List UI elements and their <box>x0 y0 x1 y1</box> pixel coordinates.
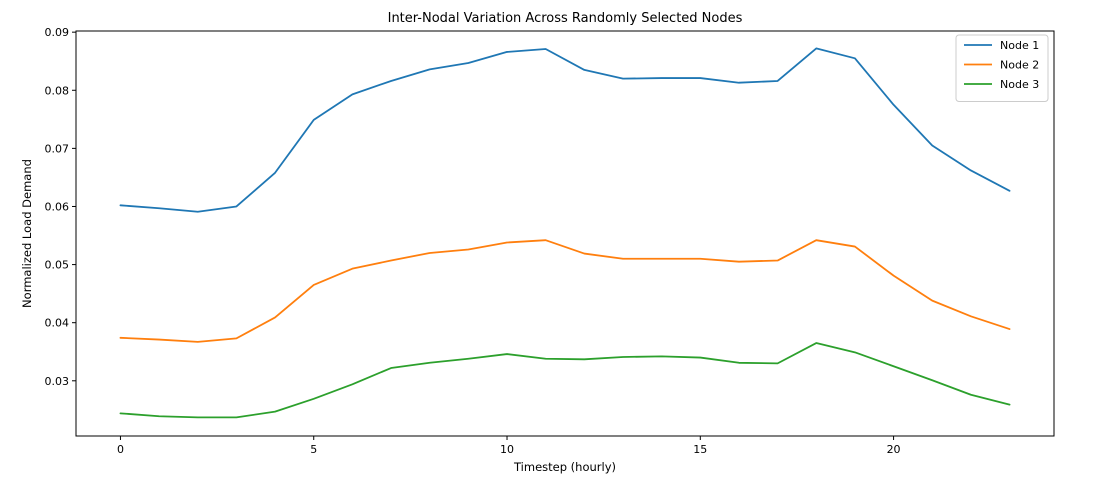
x-tick-label: 5 <box>310 443 317 456</box>
legend-label-node-2: Node 2 <box>1000 59 1039 72</box>
x-tick-label: 15 <box>693 443 707 456</box>
chart-title: Inter-Nodal Variation Across Randomly Se… <box>388 11 743 26</box>
x-tick-label: 10 <box>500 443 514 456</box>
y-tick-label: 0.04 <box>45 317 70 330</box>
y-tick-label: 0.09 <box>45 26 70 39</box>
x-tick-label: 0 <box>117 443 124 456</box>
x-axis-label: Timestep (hourly) <box>513 460 616 474</box>
x-axis-ticks: 0 5 10 15 20 <box>117 436 901 456</box>
legend-label-node-3: Node 3 <box>1000 78 1039 91</box>
series-line-node-2 <box>119 239 1011 343</box>
y-tick-label: 0.03 <box>45 375 70 388</box>
legend: Node 1 Node 2 Node 3 <box>955 34 1049 102</box>
legend-label-node-1: Node 1 <box>1000 39 1039 52</box>
y-axis-ticks: 0.03 0.04 0.05 0.06 0.07 0.08 0.09 <box>45 26 76 388</box>
y-tick-label: 0.05 <box>45 259 70 272</box>
y-axis-label: Normalized Load Demand <box>20 159 34 308</box>
series-line-node-1 <box>119 47 1011 213</box>
x-tick-label: 20 <box>887 443 901 456</box>
plot-series-group <box>119 47 1011 419</box>
plot-frame <box>75 30 1055 437</box>
y-tick-label: 0.08 <box>45 84 70 97</box>
y-tick-label: 0.06 <box>45 200 70 213</box>
y-tick-label: 0.07 <box>45 142 70 155</box>
series-line-node-3 <box>119 342 1011 419</box>
